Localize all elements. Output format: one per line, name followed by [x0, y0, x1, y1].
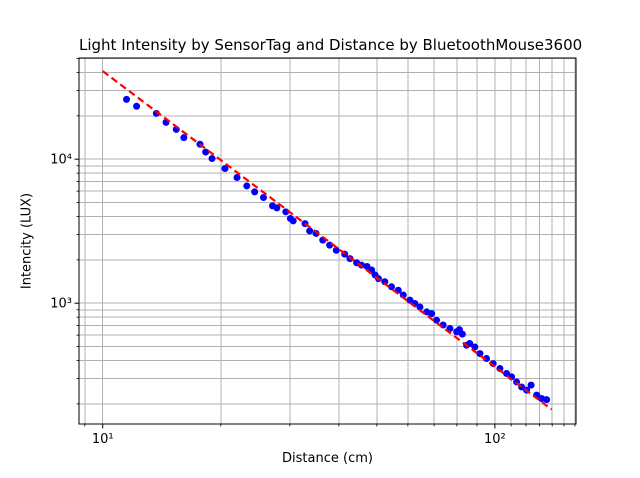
- scatter-point: [471, 343, 479, 351]
- scatter-point: [476, 350, 484, 358]
- scatter-point: [123, 95, 131, 103]
- scatter-point: [306, 227, 314, 235]
- scatter-point: [202, 148, 210, 156]
- scatter-point: [406, 296, 414, 304]
- scatter-point: [388, 283, 396, 291]
- scatter-point: [133, 102, 141, 110]
- fit-line: [102, 70, 553, 411]
- scatter-point: [208, 155, 216, 163]
- scatter-point: [251, 188, 259, 196]
- scatter-point: [180, 134, 188, 142]
- scatter-point: [381, 278, 389, 286]
- x-tick-label: 10¹: [92, 432, 114, 447]
- scatter-point: [503, 370, 511, 378]
- x-tick-label: 10²: [484, 432, 506, 447]
- scatter-point: [221, 164, 229, 172]
- scatter-point: [458, 330, 466, 338]
- scatter-point: [243, 182, 251, 190]
- y-axis-label: Intencity (LUX): [19, 192, 35, 290]
- scatter-point: [273, 204, 281, 212]
- plot-frame: [78, 57, 577, 425]
- scatter-point: [332, 246, 340, 254]
- y-tick-label: 10⁴: [50, 153, 72, 168]
- x-axis-label: Distance (cm): [282, 451, 373, 466]
- scatter-point: [543, 396, 551, 404]
- scatter-point: [233, 174, 241, 182]
- scatter-point: [433, 316, 441, 324]
- scatter-point: [416, 303, 424, 311]
- scatter-point: [289, 217, 297, 225]
- y-tick-label: 10³: [50, 297, 72, 312]
- scatter-point: [428, 310, 436, 318]
- scatter-point: [259, 193, 267, 201]
- scatter-point: [527, 381, 535, 389]
- chart-title: Light Intensity by SensorTag and Distanc…: [79, 36, 583, 54]
